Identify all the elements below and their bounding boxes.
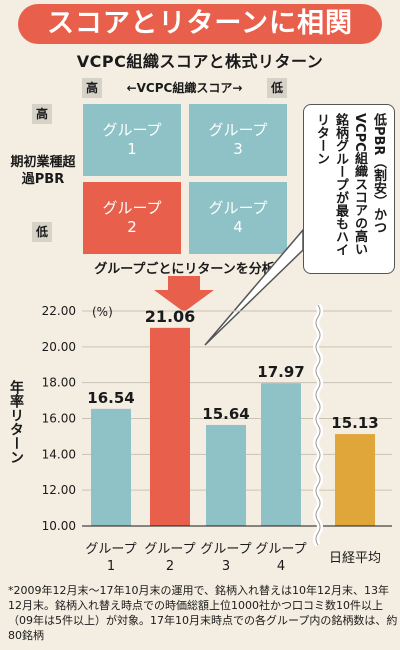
x-tick-label: 日経平均 bbox=[329, 551, 381, 566]
matrix-cell-num: 2 bbox=[127, 218, 137, 236]
y-unit: (%) bbox=[92, 305, 113, 319]
y-tick-label: 20.00 bbox=[42, 340, 76, 354]
matrix-cell-num: 3 bbox=[233, 140, 243, 158]
banner-title: スコアとリターンに相関 bbox=[18, 4, 382, 44]
matrix-cell-name: グループ bbox=[102, 121, 162, 139]
y-tick-label: 22.00 bbox=[42, 304, 76, 318]
callout-text: 低PBR（割安）かつVCPC組織スコアの高い銘柄グループが最もハイリターン bbox=[314, 113, 386, 256]
pbr-axis-label: 期初業種超過PBR bbox=[10, 155, 76, 187]
score-axis-low: 低 bbox=[267, 78, 287, 98]
x-tick-label-num: 4 bbox=[277, 559, 285, 574]
matrix-cell-group-4: グループ 4 bbox=[189, 182, 287, 254]
callout-pointer bbox=[204, 227, 304, 346]
matrix-cell-name: グループ bbox=[208, 121, 268, 139]
matrix-cell-name: グループ bbox=[102, 199, 162, 217]
y-tick-label: 14.00 bbox=[42, 447, 76, 461]
y-axis-label: 年率リターン bbox=[8, 380, 24, 464]
footnote: *2009年12月末～17年10月末の運用で、銘柄入れ替えは10年12月末、13… bbox=[8, 584, 398, 642]
bar-value-label: 21.06 bbox=[145, 307, 196, 326]
score-axis-high: 高 bbox=[82, 78, 102, 98]
score-axis: 高 ←VCPC組織スコア→ 低 bbox=[82, 78, 287, 98]
matrix-cell-num: 1 bbox=[127, 140, 137, 158]
x-tick-label: グループ bbox=[255, 542, 306, 557]
pbr-axis-high: 高 bbox=[32, 104, 52, 124]
pbr-axis: 高 期初業種超過PBR 低 bbox=[6, 104, 80, 254]
bar bbox=[335, 434, 375, 526]
matrix-cell-group-3: グループ 3 bbox=[189, 104, 287, 176]
bar-value-label: 15.13 bbox=[331, 414, 378, 432]
analysis-label: グループごとにリターンを分析 bbox=[94, 262, 275, 277]
bar bbox=[91, 408, 131, 526]
bar-value-label: 16.54 bbox=[87, 389, 134, 407]
matrix-cell-name: グループ bbox=[208, 199, 268, 217]
pbr-axis-low: 低 bbox=[32, 222, 52, 242]
axis-break-line bbox=[315, 304, 321, 546]
y-tick-label: 12.00 bbox=[42, 483, 76, 497]
matrix-cell-group-2: グループ 2 bbox=[83, 182, 181, 254]
bar bbox=[206, 424, 246, 526]
matrix-cell-num: 4 bbox=[233, 218, 243, 236]
bar bbox=[261, 383, 301, 526]
bar-value-label: 15.64 bbox=[202, 405, 249, 423]
x-tick-label: グループ bbox=[200, 542, 251, 557]
bar-value-label: 17.97 bbox=[257, 363, 304, 381]
y-tick-label: 10.00 bbox=[42, 519, 76, 533]
x-tick-label-num: 2 bbox=[166, 559, 174, 574]
group-matrix: グループ 1 グループ 3 グループ 2 グループ 4 bbox=[83, 104, 287, 254]
y-tick-label: 18.00 bbox=[42, 376, 76, 390]
callout-box: 低PBR（割安）かつVCPC組織スコアの高い銘柄グループが最もハイリターン bbox=[303, 104, 395, 274]
x-tick-label: グループ bbox=[144, 542, 195, 557]
x-tick-label: グループ bbox=[85, 542, 136, 557]
bar bbox=[150, 327, 190, 526]
chart-subtitle: VCPC組織スコアと株式リターン bbox=[76, 52, 324, 71]
x-tick-label-num: 1 bbox=[107, 559, 115, 574]
score-axis-label: ←VCPC組織スコア→ bbox=[126, 81, 243, 95]
matrix-cell-group-1: グループ 1 bbox=[83, 104, 181, 176]
y-tick-label: 16.00 bbox=[42, 412, 76, 426]
analysis-arrow bbox=[154, 276, 214, 312]
x-tick-label-num: 3 bbox=[222, 559, 230, 574]
